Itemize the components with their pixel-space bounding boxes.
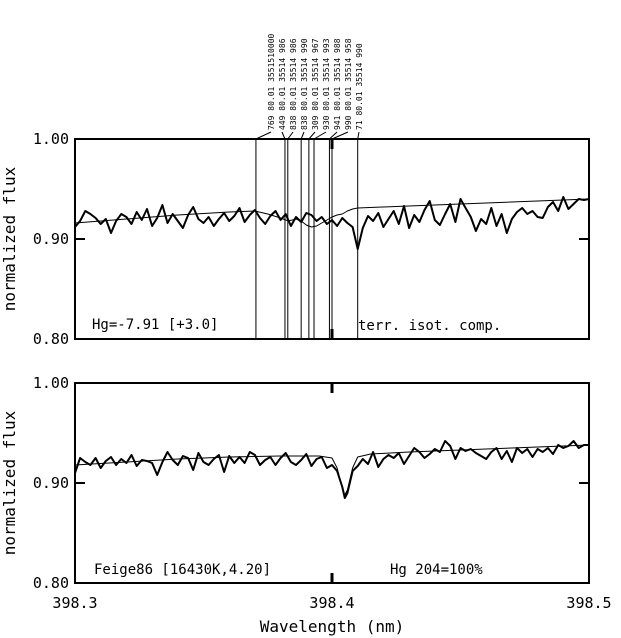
line-id-connector [313,131,327,140]
bottom-annotation-right: Hg 204=100% [390,562,483,578]
top-series-group [74,196,590,250]
line-id-connector [329,131,338,140]
bottom-ylabel: normalized flux [0,410,19,555]
top-ytick-label: 1.00 [33,130,69,148]
line-id-label: 449 80.01 35514 986 [278,38,287,130]
xtick-label: 398.5 [566,594,611,612]
bottom-series-model [74,444,590,496]
top-panel: 769 80.01 3551510000 449 80.01 35514 986 8… [0,33,590,348]
line-id-connector [308,131,316,140]
bottom-ticks-group: 1.00 0.90 0.80 398.3 398.4 398.5 [33,374,612,612]
line-id-connector [281,131,286,140]
bottom-annotation-left: Feige86 [16430K,4.20] [94,562,271,578]
top-ticks-group: 1.00 0.90 0.80 [33,130,589,348]
top-annotation-left: Hg=-7.91 [+3.0] [92,317,218,333]
line-id-label: 838 80.01 35514 986 [289,38,298,130]
line-id-label: 930 80.01 35514 993 [322,38,331,130]
bottom-ytick-label: 0.80 [33,574,69,592]
bottom-ytick-label: 1.00 [33,374,69,392]
top-ytick-label: 0.90 [33,230,69,248]
bottom-panel: 1.00 0.90 0.80 398.3 398.4 398.5 Feige86 [164… [0,374,612,636]
bottom-series-observed [74,440,589,499]
line-id-connector [255,131,272,140]
xtick-label: 398.3 [52,594,97,612]
bottom-plot-frame [74,382,590,584]
bottom-ytick-label: 0.90 [33,474,69,492]
top-series-model [74,198,590,228]
line-id-label: 309 80.01 35514 967 [311,38,320,130]
bottom-series-group [74,440,590,499]
line-id-connector [357,131,360,140]
line-id-label: 71 80.01 35514 990 [355,43,364,130]
top-series-observed [74,196,590,250]
top-annotation-right: terr. isot. comp. [358,318,501,334]
top-ytick-label: 0.80 [33,330,69,348]
line-id-label: 769 80.01 3551510000 [267,33,276,130]
line-id-connector [287,131,294,140]
line-id-connector [300,131,305,140]
line-id-label: 838 80.01 35514 990 [300,38,309,130]
x-axis-label: Wavelength (nm) [260,617,405,636]
top-line-identifications: 769 80.01 3551510000 449 80.01 35514 986 8… [255,33,364,339]
top-ylabel: normalized flux [0,166,19,311]
line-id-label: 990 80.01 35514 958 [344,38,353,130]
line-id-label: 941 80.01 35514 988 [333,38,342,130]
line-id-connector [331,131,349,140]
xtick-label: 398.4 [309,594,354,612]
